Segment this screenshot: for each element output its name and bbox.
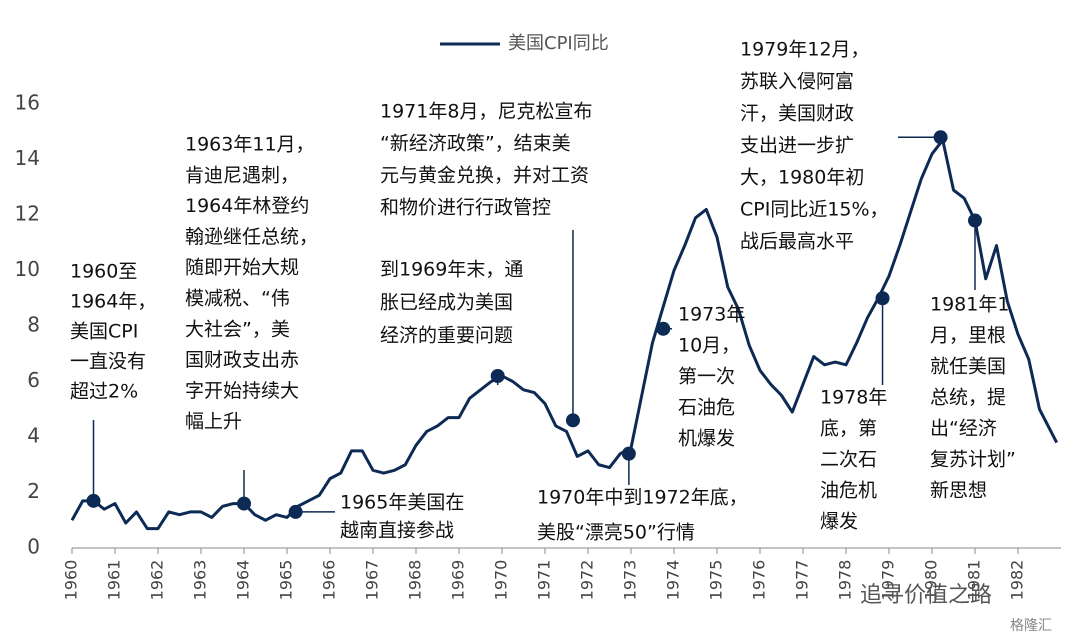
annotation-text: 1964年林登约 xyxy=(185,195,309,217)
annotation-text: 1973年 xyxy=(678,304,745,326)
y-tick-label: 10 xyxy=(15,257,40,281)
x-tick-label: 1972 xyxy=(578,560,597,601)
annotation-text: 一直没有 xyxy=(70,351,146,373)
watermark: 追寻价值之路 xyxy=(860,583,992,608)
annotation-text: 1970年中到1972年底， xyxy=(537,487,748,509)
annotation-text: 幅上升 xyxy=(185,411,242,433)
annotation-dot xyxy=(933,130,948,145)
annotation-text: 超过2% xyxy=(70,381,138,403)
cpi-line xyxy=(70,138,1059,531)
y-tick-label: 12 xyxy=(15,202,40,226)
annotation-text: 第一次 xyxy=(678,366,735,388)
annotation-dot xyxy=(490,368,505,383)
annotation-text: 胀已经成为美国 xyxy=(380,292,513,314)
annotation-dot xyxy=(621,446,636,461)
annotation-text: 字开始持续大 xyxy=(185,380,299,402)
y-tick-label: 6 xyxy=(27,368,40,392)
annotation-dot xyxy=(656,321,671,336)
x-tick-label: 1970 xyxy=(492,560,511,601)
annotation-dot xyxy=(237,496,251,511)
x-tick-label: 1979 xyxy=(879,560,898,601)
y-tick-label: 16 xyxy=(15,91,40,115)
x-tick-label: 1968 xyxy=(406,560,425,601)
annotation-text: 二次石 xyxy=(820,449,877,471)
x-tick-label: 1973 xyxy=(621,560,640,601)
annotation-text: 大，1980年初 xyxy=(740,167,864,189)
x-tick-label: 1980 xyxy=(922,560,941,601)
y-tick-label: 14 xyxy=(15,146,40,170)
x-tick-label: 1969 xyxy=(449,560,468,601)
annotation-text: 美股“漂亮50”行情 xyxy=(537,522,695,544)
annotation-text: 元与黄金兑换，并对工资 xyxy=(380,165,589,187)
annotation-text: 汗，美国财政 xyxy=(740,103,854,125)
annotation-dot xyxy=(288,504,303,519)
annotation-text: 国财政支出赤 xyxy=(185,349,299,371)
annotation-dot xyxy=(86,493,101,508)
y-tick-label: 8 xyxy=(27,313,40,337)
annotation-text: 出“经济 xyxy=(930,418,997,440)
annotation-text: 新思想 xyxy=(930,480,987,502)
x-tick-label: 1967 xyxy=(363,560,382,601)
x-tick-label: 1962 xyxy=(148,560,167,601)
watermark: 格隆汇 xyxy=(1010,618,1052,634)
legend-label: 美国CPI同比 xyxy=(508,33,609,54)
y-tick-label: 2 xyxy=(27,479,40,503)
x-tick-label: 1982 xyxy=(1008,560,1027,601)
annotation-text: CPI同比近15%， xyxy=(740,199,889,221)
annotation-text: 爆发 xyxy=(820,511,858,533)
annotation-dot xyxy=(968,213,982,228)
annotation-text: 油危机 xyxy=(820,480,877,502)
annotation-text: 到1969年末，通 xyxy=(380,259,523,281)
annotation-text: 和物价进行行政管控 xyxy=(380,197,551,219)
annotation-text: 模减税、“伟 xyxy=(185,288,290,310)
annotation-text: 1979年12月， xyxy=(740,39,870,61)
annotation-text: 10月， xyxy=(678,335,740,357)
annotation-text: 翰逊继任总统， xyxy=(185,226,318,248)
annotation-text: 经济的重要问题 xyxy=(380,325,513,347)
x-tick-label: 1976 xyxy=(750,560,769,601)
x-tick-label: 1963 xyxy=(191,560,210,601)
annotation-text: 就任美国 xyxy=(930,356,1006,378)
annotation-dot xyxy=(875,291,890,306)
annotation-dot xyxy=(565,413,580,428)
annotation-text: 石油危 xyxy=(678,397,735,419)
x-tick-label: 1974 xyxy=(664,560,683,601)
x-tick-label: 1975 xyxy=(707,560,726,601)
annotation-text: 支出进一步扩 xyxy=(740,135,854,157)
x-tick-label: 1961 xyxy=(105,560,124,601)
annotation-text: 1964年， xyxy=(70,291,156,313)
x-tick-label: 1964 xyxy=(234,560,253,601)
annotation-text: 复苏计划” xyxy=(930,449,1016,471)
annotation-text: 机爆发 xyxy=(678,428,735,450)
annotation-text: 1981年1 xyxy=(930,294,1009,316)
annotation-text: 1960至 xyxy=(70,261,137,283)
annotation-text: 底，第 xyxy=(820,418,877,440)
y-tick-label: 4 xyxy=(27,424,40,448)
x-tick-label: 1978 xyxy=(836,560,855,601)
x-tick-label: 1966 xyxy=(320,560,339,601)
annotation-text: 1963年11月， xyxy=(185,134,315,156)
y-tick-label: 0 xyxy=(27,535,40,559)
annotation-text: 战后最高水平 xyxy=(740,231,854,253)
annotation-text: 越南直接参战 xyxy=(340,520,454,542)
annotation-text: 1965年美国在 xyxy=(340,492,464,514)
annotation-text: 随即开始大规 xyxy=(185,257,299,279)
annotation-text: 总统，提 xyxy=(930,387,1006,409)
annotation-text: 1978年 xyxy=(820,387,887,409)
annotation-text: 月，里根 xyxy=(930,325,1006,347)
x-tick-label: 1981 xyxy=(965,560,984,601)
x-tick-label: 1965 xyxy=(277,560,296,601)
x-tick-label: 1971 xyxy=(535,560,554,601)
x-tick-label: 1977 xyxy=(793,560,812,601)
x-tick-label: 1960 xyxy=(62,560,81,601)
annotation-text: “新经济政策”，结束美 xyxy=(380,133,571,155)
annotation-text: 肯迪尼遇刺， xyxy=(185,164,299,186)
annotation-text: 1971年8月，尼克松宣布 xyxy=(380,101,592,123)
annotation-text: 美国CPI xyxy=(70,321,138,343)
annotation-text: 大社会”，美 xyxy=(185,318,290,340)
annotation-text: 苏联入侵阿富 xyxy=(740,71,854,93)
